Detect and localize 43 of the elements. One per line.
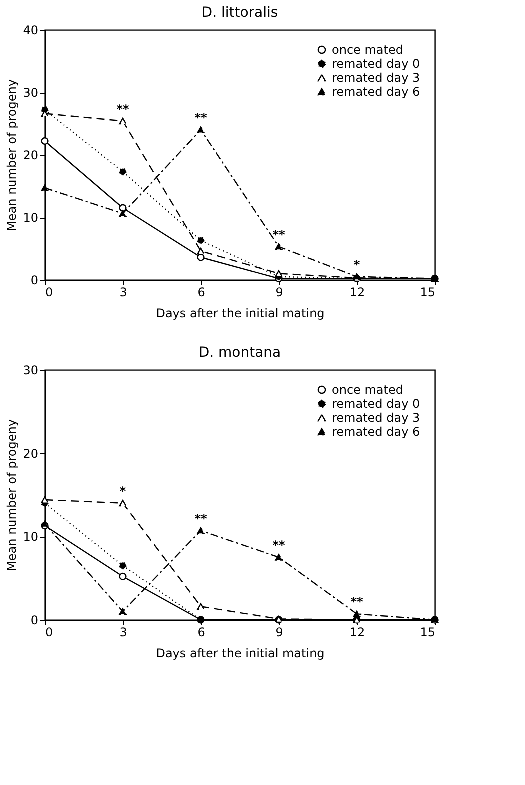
x-axis-title: Days after the initial mating — [156, 646, 325, 660]
x-tick-label: 6 — [198, 626, 206, 640]
y-tick-label: 40 — [23, 24, 38, 38]
x-tick-label: 15 — [420, 286, 436, 300]
chart-title: D. littoralis — [202, 5, 278, 21]
legend-label: remated day 6 — [332, 85, 420, 99]
x-tick-label: 0 — [46, 626, 54, 640]
x-axis-title: Days after the initial mating — [156, 306, 325, 320]
legend-label: remated day 0 — [332, 397, 420, 411]
legend-label: once mated — [332, 43, 404, 57]
annotation: ** — [194, 111, 208, 125]
x-tick-label: 9 — [276, 626, 284, 640]
annotation: ** — [272, 538, 286, 552]
x-tick-label: 0 — [46, 286, 54, 300]
annotation: ** — [116, 102, 130, 116]
legend-label: remated day 3 — [332, 71, 420, 85]
y-axis-title: Mean number of progeny — [5, 420, 20, 572]
y-axis-title: Mean number of progeny — [5, 80, 20, 232]
legend-label: remated day 0 — [332, 57, 420, 71]
legend-label: once mated — [332, 383, 404, 397]
y-tick-label: 10 — [23, 211, 38, 225]
x-tick-label: 12 — [350, 286, 366, 300]
annotation: * — [120, 484, 127, 498]
y-tick-label: 30 — [23, 86, 38, 100]
legend-label: remated day 6 — [332, 425, 420, 439]
annotation: ** — [350, 595, 364, 610]
x-tick-label: 9 — [276, 286, 284, 300]
x-tick-label: 15 — [420, 626, 436, 640]
y-tick-label: 20 — [23, 446, 38, 461]
y-tick-label: 10 — [23, 530, 38, 544]
y-tick-label: 0 — [30, 614, 38, 628]
y-tick-label: 20 — [23, 148, 38, 162]
y-tick-label: 0 — [30, 274, 38, 288]
annotation: ** — [194, 512, 208, 526]
annotation: ** — [272, 228, 286, 242]
x-tick-label: 6 — [198, 286, 206, 300]
x-tick-label: 3 — [120, 626, 128, 640]
y-tick-label: 30 — [23, 364, 38, 378]
legend-label: remated day 3 — [332, 411, 420, 425]
chart-title: D. montana — [198, 345, 282, 361]
x-tick-label: 12 — [350, 626, 366, 640]
x-tick-label: 3 — [120, 286, 128, 300]
annotation: * — [354, 258, 361, 272]
